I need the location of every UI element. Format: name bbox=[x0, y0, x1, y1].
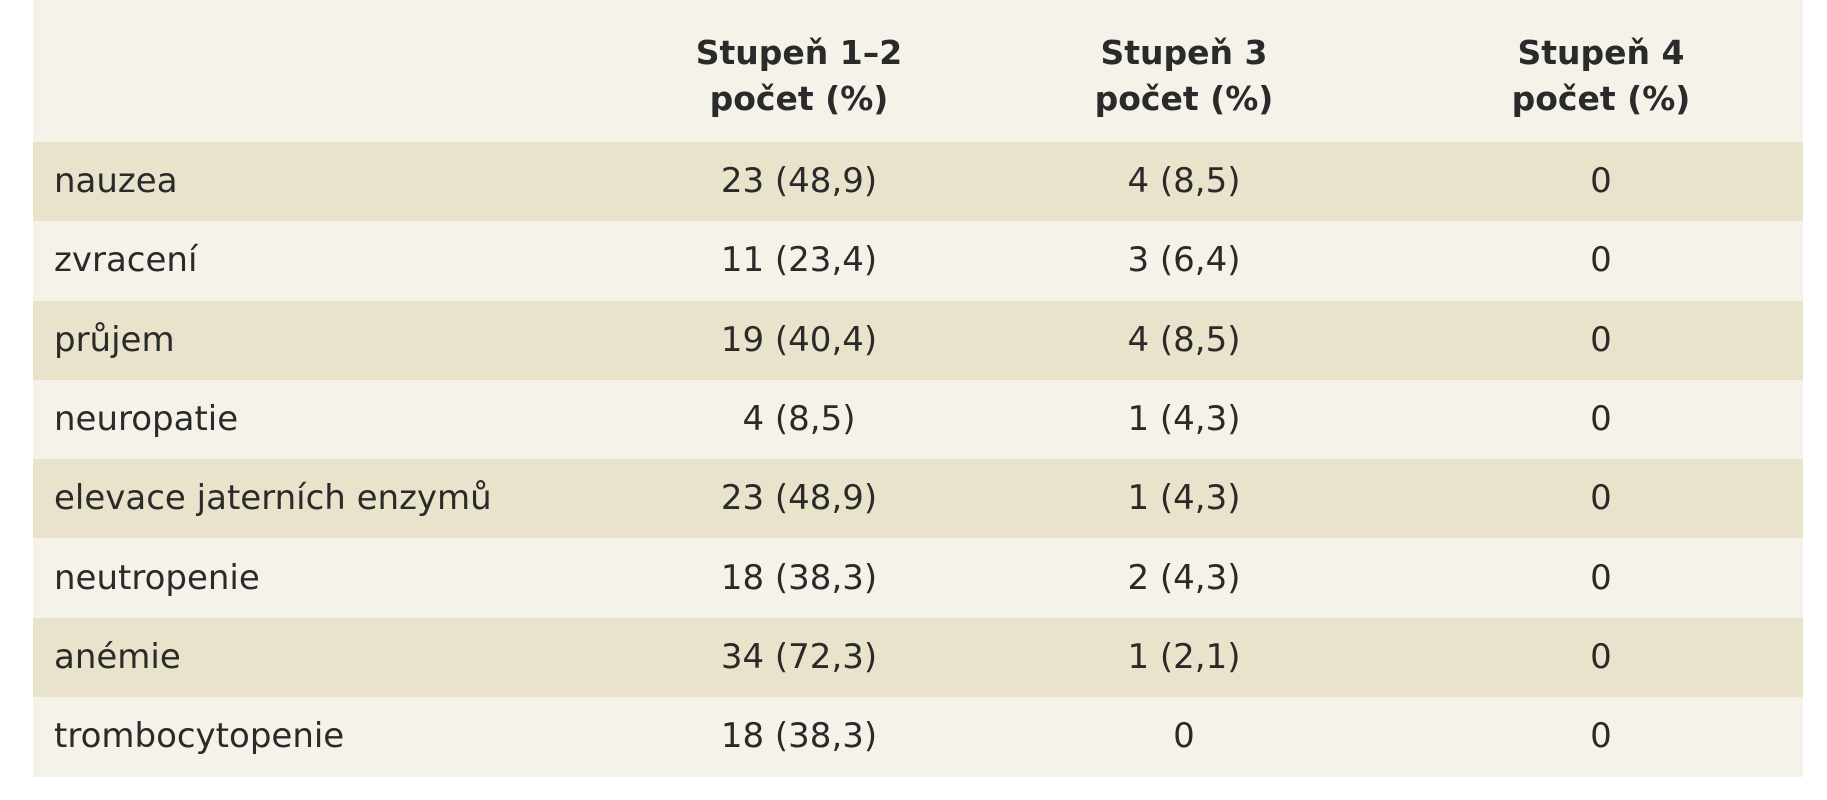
cell-value: 4 (8,5) bbox=[1127, 319, 1241, 360]
header-line: počet (%) bbox=[1511, 79, 1691, 118]
cell-value: 23 (48,9) bbox=[720, 161, 878, 201]
cell-value: 19 (40,4) bbox=[720, 319, 878, 360]
cell-value: 4 (8,5) bbox=[1127, 161, 1241, 201]
cell-value: 0 bbox=[1590, 161, 1612, 201]
table-row: trombocytopenie 18 (38,3) 0 0 bbox=[33, 697, 1803, 776]
table-row: neutropenie 18 (38,3) 2 (4,3) 0 bbox=[33, 539, 1803, 618]
column-header: Stupeň 1–2 počet (%) bbox=[619, 30, 979, 122]
cell-value: 0 bbox=[1590, 478, 1612, 519]
cell-value: 3 (6,4) bbox=[1127, 240, 1241, 281]
cell-value: 2 (4,3) bbox=[1127, 557, 1241, 598]
column-header: Stupeň 4 počet (%) bbox=[1421, 30, 1781, 122]
cell-value: 0 bbox=[1590, 636, 1612, 677]
cell-value: 18 (38,3) bbox=[720, 557, 878, 598]
table: Stupeň 1–2 počet (%) Stupeň 3 počet (%) Stup… bbox=[33, 0, 1803, 777]
header-line: Stupeň 4 bbox=[1517, 33, 1685, 72]
cell-value: 0 bbox=[1590, 557, 1612, 598]
cell-value: 1 (2,1) bbox=[1127, 636, 1241, 677]
cell-value: 11 (23,4) bbox=[720, 240, 878, 281]
table-row: průjem 19 (40,4) 4 (8,5) 0 bbox=[33, 300, 1803, 380]
cell-value: 23 (48,9) bbox=[720, 478, 878, 519]
table-row: neuropatie 4 (8,5) 1 (4,3) 0 bbox=[33, 380, 1803, 459]
row-label: neuropatie bbox=[54, 398, 239, 439]
cell-value: 4 (8,5) bbox=[742, 398, 856, 439]
row-label: anémie bbox=[54, 636, 181, 677]
cell-value: 1 (4,3) bbox=[1127, 478, 1241, 519]
row-label: průjem bbox=[54, 319, 175, 360]
cell-value: 18 (38,3) bbox=[720, 716, 878, 757]
cell-value: 0 bbox=[1590, 716, 1612, 757]
cell-value: 34 (72,3) bbox=[720, 636, 878, 677]
table-row: anémie 34 (72,3) 1 (2,1) 0 bbox=[33, 617, 1803, 697]
column-header: Stupeň 3 počet (%) bbox=[1004, 30, 1364, 122]
cell-value: 0 bbox=[1590, 240, 1612, 281]
cell-value: 0 bbox=[1590, 319, 1612, 360]
row-label: zvracení bbox=[54, 240, 198, 281]
row-label: trombocytopenie bbox=[54, 716, 345, 757]
cell-value: 0 bbox=[1173, 716, 1195, 757]
table-row: elevace jaterních enzymů 23 (48,9) 1 (4,3)… bbox=[33, 459, 1803, 539]
header-line: Stupeň 3 bbox=[1100, 33, 1268, 72]
row-label: nauzea bbox=[54, 161, 178, 201]
row-label: neutropenie bbox=[54, 557, 260, 598]
cell-value: 0 bbox=[1590, 398, 1612, 439]
header-line: počet (%) bbox=[1094, 79, 1274, 118]
table-row: zvracení 11 (23,4) 3 (6,4) 0 bbox=[33, 221, 1803, 300]
header-line: Stupeň 1–2 bbox=[695, 33, 903, 72]
cell-value: 1 (4,3) bbox=[1127, 398, 1241, 439]
table-row: nauzea 23 (48,9) 4 (8,5) 0 bbox=[33, 142, 1803, 221]
header-line: počet (%) bbox=[709, 79, 889, 118]
row-label: elevace jaterních enzymů bbox=[54, 478, 492, 519]
